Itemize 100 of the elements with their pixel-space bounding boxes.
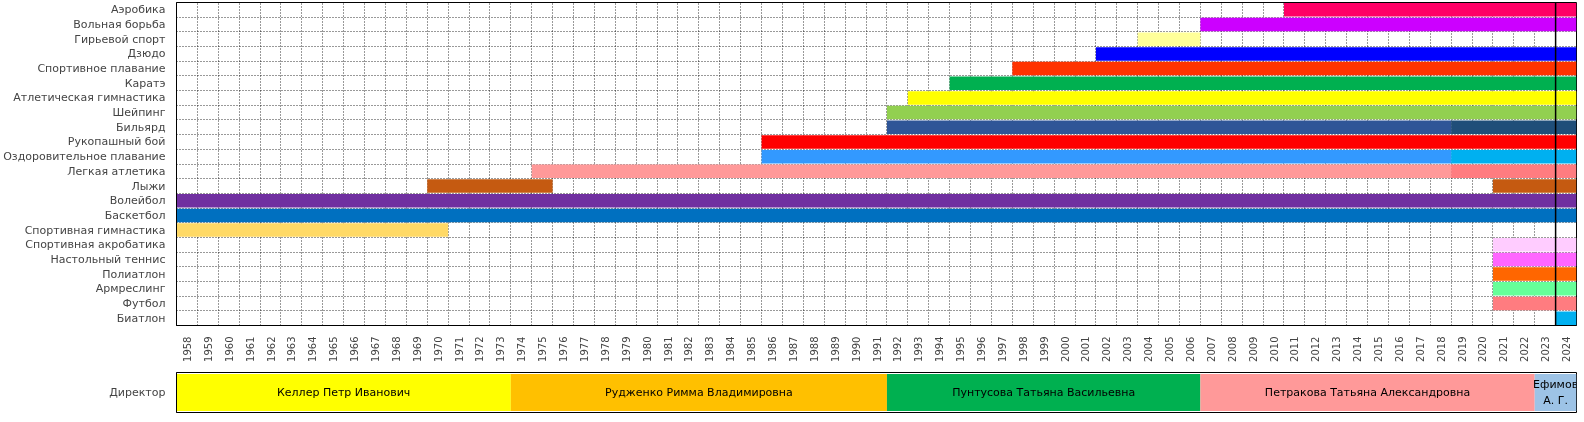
x-tick-label: 1973 xyxy=(495,336,507,362)
x-tick-label: 2017 xyxy=(1414,336,1426,362)
x-tick-label: 2012 xyxy=(1310,336,1322,362)
x-tick-label: 2018 xyxy=(1435,336,1447,362)
bar xyxy=(1492,267,1577,281)
y-tick-label: Спортивная гимнастика xyxy=(24,223,166,237)
x-tick-label: 1967 xyxy=(370,336,382,362)
bar xyxy=(761,135,1577,149)
x-tick-label: 2011 xyxy=(1289,336,1301,362)
y-tick-label: Гирьевой спорт xyxy=(74,32,167,46)
y-tick-label: Шейпинг xyxy=(112,106,166,120)
x-tick-label: 2006 xyxy=(1184,336,1196,362)
x-tick-label: 1981 xyxy=(662,336,674,362)
y-tick-label: Оздоровительное плавание xyxy=(3,150,166,164)
x-tick-label: 2020 xyxy=(1477,336,1489,362)
data-label: Петракова Татьяна Александровна xyxy=(1264,386,1471,399)
x-tick-label: 2015 xyxy=(1372,336,1384,362)
y-tick-label: Дзюдо xyxy=(127,47,166,61)
bar xyxy=(1451,120,1577,135)
x-tick-label: 1982 xyxy=(683,336,695,362)
x-tick-label: 1980 xyxy=(641,336,653,362)
x-tick-label: 1993 xyxy=(913,336,925,362)
x-tick-label: 2005 xyxy=(1164,336,1176,362)
x-tick-label: 1971 xyxy=(453,336,465,362)
x-tick-label: 1991 xyxy=(871,336,883,362)
bar xyxy=(886,120,1452,135)
x-tick-label: 2014 xyxy=(1352,336,1364,362)
bar xyxy=(1200,17,1577,32)
x-tick-label: 1984 xyxy=(725,336,737,362)
x-tick-label: 1969 xyxy=(411,336,423,362)
bar xyxy=(510,374,887,411)
x-tick-label: 2001 xyxy=(1080,336,1092,362)
x-tick-label: 1983 xyxy=(704,336,716,362)
x-tick-label: 1970 xyxy=(432,336,444,362)
bar xyxy=(176,223,449,237)
x-tick-label: 1987 xyxy=(787,336,799,362)
x-tick-label: 1965 xyxy=(328,336,340,362)
bar xyxy=(886,374,1201,411)
x-tick-label: 1986 xyxy=(767,336,779,362)
x-tick-label: 1976 xyxy=(558,336,570,362)
x-tick-label: 2013 xyxy=(1331,336,1343,362)
y-tick-label: Вольная борьба xyxy=(73,18,166,32)
bar xyxy=(1283,3,1577,17)
x-tick-label: 1996 xyxy=(975,336,987,362)
bar xyxy=(1095,47,1577,61)
x-tick-label: 2009 xyxy=(1247,336,1259,362)
bar xyxy=(1200,374,1535,411)
x-tick-label: 2004 xyxy=(1143,336,1155,362)
bar xyxy=(886,105,1577,120)
x-tick-label: 1968 xyxy=(390,336,402,362)
x-tick-label: 2023 xyxy=(1540,336,1552,362)
x-tick-label: 1992 xyxy=(892,336,904,362)
bar xyxy=(531,164,1452,179)
x-tick-label: 1961 xyxy=(244,336,256,362)
data-label: Рудженко Римма Владимировна xyxy=(605,386,793,399)
bar xyxy=(176,208,1577,223)
bar xyxy=(907,91,1577,105)
y-tick-label: Аэробика xyxy=(110,3,166,17)
x-tick-label: 1974 xyxy=(516,336,528,362)
x-tick-label: 1960 xyxy=(223,336,235,362)
y-tick-label: Лыжи xyxy=(131,179,166,193)
x-tick-label: 2002 xyxy=(1101,336,1113,362)
x-tick-label: 2016 xyxy=(1393,336,1405,362)
x-tick-label: 1978 xyxy=(599,336,611,362)
x-tick-label: 1988 xyxy=(808,336,820,362)
x-tick-label: 1994 xyxy=(934,336,946,362)
y-tick-label: Армреслинг xyxy=(95,282,166,296)
bar xyxy=(1012,61,1577,76)
data-label: Пунтусова Татьяна Васильевна xyxy=(952,386,1136,399)
bar xyxy=(949,76,1577,90)
x-tick-label: 1962 xyxy=(265,336,277,362)
y-tick-label: Биатлон xyxy=(116,311,166,325)
y-tick-label: Легкая атлетика xyxy=(67,164,166,178)
x-tick-label: 2010 xyxy=(1268,336,1280,362)
bar xyxy=(1492,238,1577,252)
y-tick-label: Спортивная акробатика xyxy=(25,238,166,252)
x-tick-label: 1985 xyxy=(746,336,758,362)
bar xyxy=(1137,32,1201,46)
x-tick-label: 2022 xyxy=(1519,336,1531,362)
y-tick-label: Футбол xyxy=(122,296,166,310)
bar xyxy=(176,193,1577,208)
x-tick-label: 2008 xyxy=(1226,336,1238,362)
x-tick-label: 2024 xyxy=(1561,336,1573,362)
x-tick-label: 1972 xyxy=(474,336,486,362)
x-tick-label: 1995 xyxy=(955,336,967,362)
x-tick-label: 1997 xyxy=(996,336,1008,362)
y-tick-label: Бильярд xyxy=(116,120,166,134)
y-tick-label: Волейбол xyxy=(109,194,166,208)
x-tick-label: 1959 xyxy=(202,336,214,362)
bar xyxy=(1492,252,1577,267)
x-tick-label: 1964 xyxy=(307,336,319,362)
x-tick-label: 2019 xyxy=(1456,336,1468,362)
x-tick-label: 1975 xyxy=(537,336,549,362)
x-tick-label: 1999 xyxy=(1038,336,1050,362)
y-tick-label: Директор xyxy=(109,386,166,399)
bar xyxy=(176,374,511,411)
y-tick-label: Атлетическая гимнастика xyxy=(13,91,166,105)
y-tick-label: Полиатлон xyxy=(102,267,166,281)
x-tick-label: 2000 xyxy=(1059,336,1071,362)
x-tick-label: 1963 xyxy=(286,336,298,362)
